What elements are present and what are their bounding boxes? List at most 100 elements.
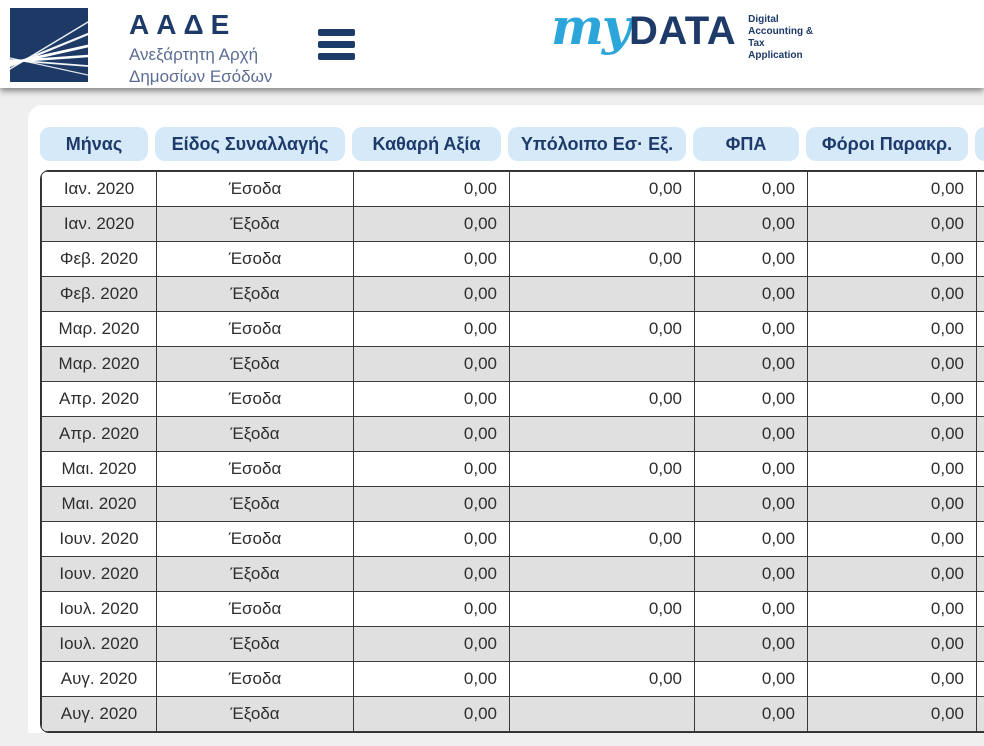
- cell-net-value: 0,00: [353, 696, 510, 732]
- table-row: Ιουλ. 2020 Έξοδα 0,00 0,00 0,00: [41, 626, 984, 662]
- cell-net-value: 0,00: [353, 626, 510, 662]
- cell-net-value: 0,00: [353, 556, 510, 592]
- cell-month: Ιαν. 2020: [41, 171, 157, 207]
- cell-overflow: [976, 416, 984, 452]
- cell-month: Μαι. 2020: [41, 486, 157, 522]
- cell-vat: 0,00: [694, 206, 808, 242]
- cell-net-value: 0,00: [353, 171, 510, 207]
- column-header-pill[interactable]: Υπόλοιπο Εσ· Εξ.: [508, 127, 686, 161]
- cell-month: Απρ. 2020: [41, 416, 157, 452]
- agency-subtitle-line2: Δημοσίων Εσόδων: [129, 66, 273, 86]
- table-row: Μαρ. 2020 Έξοδα 0,00 0,00 0,00: [41, 346, 984, 382]
- cell-net-value: 0,00: [353, 276, 510, 312]
- cell-withheld-taxes: 0,00: [807, 241, 977, 277]
- cell-month: Ιαν. 2020: [41, 206, 157, 242]
- cell-vat: 0,00: [694, 346, 808, 382]
- cell-withheld-taxes: 0,00: [807, 276, 977, 312]
- cell-balance: 0,00: [509, 241, 695, 277]
- cell-month: Φεβ. 2020: [41, 276, 157, 312]
- cell-transaction-type: Έξοδα: [156, 626, 354, 662]
- column-header-pill[interactable]: Καθαρή Αξία: [352, 127, 501, 161]
- column-header-pill[interactable]: Μήνας: [40, 127, 148, 161]
- agency-text-block: ΑΑΔΕ Ανεξάρτητη Αρχή Δημοσίων Εσόδων: [129, 11, 272, 88]
- column-header-pill[interactable]: Φόροι Παρακρ.: [806, 127, 968, 161]
- cell-overflow: [976, 661, 984, 697]
- table-row: Μαρ. 2020 Έσοδα 0,00 0,00 0,00 0,00: [41, 311, 984, 347]
- cell-withheld-taxes: 0,00: [807, 381, 977, 417]
- cell-vat: 0,00: [694, 241, 808, 277]
- table-row: Μαι. 2020 Έσοδα 0,00 0,00 0,00 0,00: [41, 451, 984, 487]
- cell-net-value: 0,00: [353, 416, 510, 452]
- table-row: Ιουλ. 2020 Έσοδα 0,00 0,00 0,00 0,00: [41, 591, 984, 627]
- cell-balance: [509, 626, 695, 662]
- cell-net-value: 0,00: [353, 206, 510, 242]
- cell-vat: 0,00: [694, 171, 808, 207]
- cell-withheld-taxes: 0,00: [807, 661, 977, 697]
- monthly-summary-table: Ιαν. 2020 Έσοδα 0,00 0,00 0,00 0,00 Ιαν.…: [41, 171, 984, 732]
- cell-month: Απρ. 2020: [41, 381, 157, 417]
- page-content: Μήνας Είδος Συναλλαγής Καθαρή Αξία Υπόλοιπο…: [0, 88, 984, 733]
- table-row: Απρ. 2020 Έξοδα 0,00 0,00 0,00: [41, 416, 984, 452]
- menu-hamburger-icon[interactable]: [318, 29, 355, 60]
- table-row: Φεβ. 2020 Έσοδα 0,00 0,00 0,00 0,00: [41, 241, 984, 277]
- cell-vat: 0,00: [694, 696, 808, 732]
- column-header-pill[interactable]: ΦΠΑ: [693, 127, 799, 161]
- cell-overflow: [976, 381, 984, 417]
- cell-withheld-taxes: 0,00: [807, 626, 977, 662]
- column-header-pill-cutoff[interactable]: [975, 127, 984, 161]
- cell-withheld-taxes: 0,00: [807, 171, 977, 207]
- cell-balance: [509, 346, 695, 382]
- cell-balance: 0,00: [509, 171, 695, 207]
- cell-transaction-type: Έσοδα: [156, 521, 354, 557]
- cell-vat: 0,00: [694, 521, 808, 557]
- cell-transaction-type: Έξοδα: [156, 696, 354, 732]
- app-header: ΑΑΔΕ Ανεξάρτητη Αρχή Δημοσίων Εσόδων my …: [0, 0, 984, 88]
- cell-overflow: [976, 486, 984, 522]
- cell-vat: 0,00: [694, 626, 808, 662]
- cell-balance: [509, 206, 695, 242]
- cell-transaction-type: Έξοδα: [156, 206, 354, 242]
- cell-balance: 0,00: [509, 311, 695, 347]
- table-row: Απρ. 2020 Έσοδα 0,00 0,00 0,00 0,00: [41, 381, 984, 417]
- cell-overflow: [976, 346, 984, 382]
- column-header-pill[interactable]: Είδος Συναλλαγής: [155, 127, 345, 161]
- cell-withheld-taxes: 0,00: [807, 311, 977, 347]
- cell-balance: 0,00: [509, 451, 695, 487]
- cell-transaction-type: Έσοδα: [156, 381, 354, 417]
- cell-net-value: 0,00: [353, 346, 510, 382]
- cell-balance: [509, 556, 695, 592]
- cell-vat: 0,00: [694, 381, 808, 417]
- cell-net-value: 0,00: [353, 241, 510, 277]
- cell-transaction-type: Έξοδα: [156, 416, 354, 452]
- cell-balance: 0,00: [509, 661, 695, 697]
- cell-overflow: [976, 241, 984, 277]
- cell-transaction-type: Έσοδα: [156, 451, 354, 487]
- mydata-logo: my DATA Digital Accounting & Tax Applica…: [551, 2, 813, 62]
- cell-month: Ιουν. 2020: [41, 556, 157, 592]
- mydata-tagline: Digital Accounting & Tax Application: [748, 14, 814, 61]
- cell-withheld-taxes: 0,00: [807, 206, 977, 242]
- cell-month: Αυγ. 2020: [41, 661, 157, 697]
- cell-balance: [509, 416, 695, 452]
- aade-logo-icon: [10, 8, 88, 82]
- cell-transaction-type: Έσοδα: [156, 171, 354, 207]
- cell-transaction-type: Έσοδα: [156, 241, 354, 277]
- cell-withheld-taxes: 0,00: [807, 591, 977, 627]
- cell-withheld-taxes: 0,00: [807, 486, 977, 522]
- cell-overflow: [976, 626, 984, 662]
- cell-net-value: 0,00: [353, 451, 510, 487]
- cell-month: Μαι. 2020: [41, 451, 157, 487]
- cell-net-value: 0,00: [353, 486, 510, 522]
- cell-vat: 0,00: [694, 486, 808, 522]
- cell-withheld-taxes: 0,00: [807, 556, 977, 592]
- cell-net-value: 0,00: [353, 521, 510, 557]
- cell-withheld-taxes: 0,00: [807, 346, 977, 382]
- cell-transaction-type: Έσοδα: [156, 591, 354, 627]
- mydata-logo-data: DATA: [628, 9, 737, 53]
- cell-month: Μαρ. 2020: [41, 346, 157, 382]
- cell-transaction-type: Έξοδα: [156, 346, 354, 382]
- monthly-summary-table-wrapper: Ιαν. 2020 Έσοδα 0,00 0,00 0,00 0,00 Ιαν.…: [40, 170, 984, 733]
- cell-withheld-taxes: 0,00: [807, 521, 977, 557]
- cell-balance: 0,00: [509, 521, 695, 557]
- table-row: Αυγ. 2020 Έσοδα 0,00 0,00 0,00 0,00: [41, 661, 984, 697]
